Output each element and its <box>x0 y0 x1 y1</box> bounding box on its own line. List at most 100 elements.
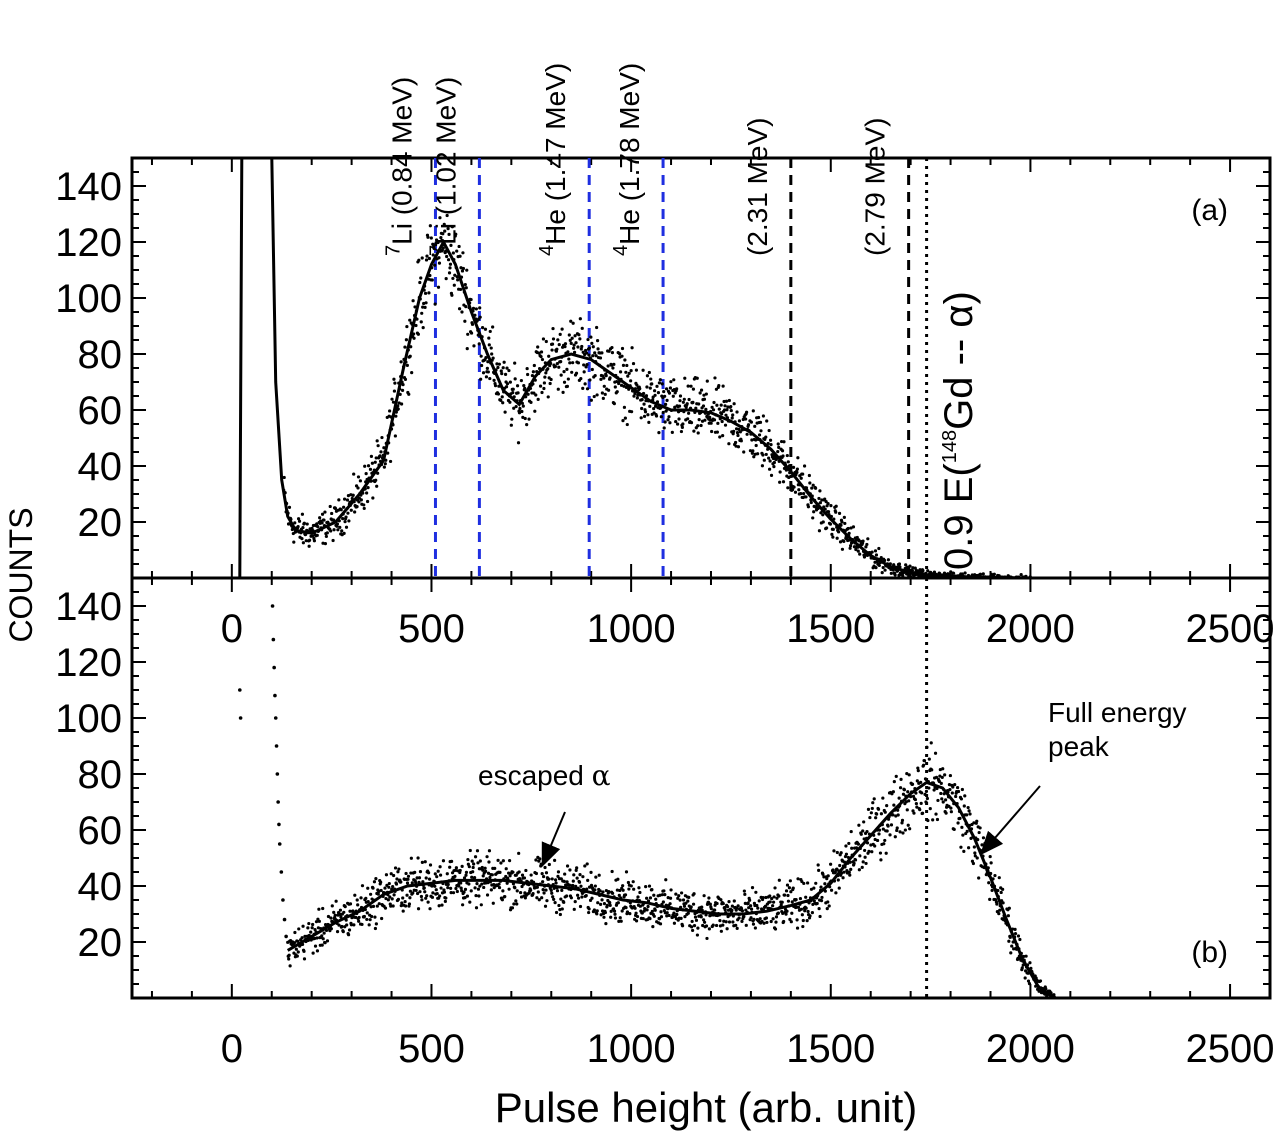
data-point <box>692 429 696 433</box>
data-point <box>553 901 557 905</box>
data-point <box>686 899 690 903</box>
panel-frame <box>130 576 1272 1000</box>
data-point <box>539 350 544 354</box>
data-point <box>366 886 370 890</box>
data-point <box>730 904 734 908</box>
data-point <box>321 906 325 911</box>
data-point <box>967 846 971 850</box>
data-point <box>472 344 476 348</box>
data-point <box>875 812 879 816</box>
data-point <box>936 798 940 803</box>
data-point <box>846 526 850 531</box>
data-point <box>852 545 857 549</box>
data-point <box>323 510 327 514</box>
data-point <box>500 371 504 376</box>
data-point <box>390 397 394 401</box>
data-point <box>587 910 591 915</box>
data-point <box>502 360 506 364</box>
data-point <box>437 261 442 265</box>
data-point <box>948 773 953 778</box>
data-point <box>379 880 383 884</box>
data-point <box>874 553 879 557</box>
data-point <box>517 851 521 855</box>
data-point <box>608 901 612 905</box>
data-point <box>752 917 756 921</box>
data-point <box>337 498 341 502</box>
data-point <box>478 306 482 310</box>
data-point <box>507 871 511 875</box>
data-point <box>875 838 880 843</box>
data-point <box>513 886 517 890</box>
data-point <box>694 406 698 410</box>
data-point <box>723 423 728 427</box>
data-point <box>516 391 520 395</box>
data-point <box>433 884 437 888</box>
data-point <box>431 891 435 895</box>
data-point <box>593 373 597 378</box>
data-point <box>520 409 524 414</box>
data-point <box>719 403 723 407</box>
data-point <box>540 872 544 876</box>
data-point <box>269 578 274 580</box>
data-point <box>828 522 833 526</box>
data-point <box>473 886 477 890</box>
data-point <box>476 887 481 891</box>
data-point <box>531 892 535 896</box>
data-point <box>428 863 433 867</box>
data-point <box>649 377 653 381</box>
data-point <box>421 326 425 330</box>
data-point <box>748 898 752 902</box>
data-point <box>765 419 769 423</box>
data-point <box>886 558 891 562</box>
data-point <box>527 417 531 421</box>
data-point <box>696 424 700 428</box>
y-tick-label: 60 <box>78 809 123 853</box>
data-point <box>490 873 494 877</box>
data-point <box>439 886 443 890</box>
data-point <box>436 285 441 289</box>
data-point <box>300 512 305 516</box>
data-point <box>530 373 535 378</box>
data-point <box>487 336 491 340</box>
data-point <box>513 361 517 365</box>
data-point <box>967 809 971 813</box>
data-point <box>789 920 793 924</box>
data-point <box>463 319 467 323</box>
data-point <box>444 277 448 281</box>
data-point <box>515 902 519 906</box>
data-point <box>325 939 330 943</box>
data-point <box>389 904 393 908</box>
data-point <box>321 937 325 941</box>
data-point <box>654 414 659 418</box>
data-point <box>468 900 472 904</box>
data-point <box>891 813 895 817</box>
data-point <box>988 854 992 859</box>
data-point <box>783 893 787 897</box>
data-point <box>814 881 818 885</box>
data-point <box>679 916 683 920</box>
data-point <box>810 486 814 490</box>
data-point <box>296 517 301 521</box>
data-point <box>713 376 717 380</box>
data-point <box>598 889 602 893</box>
data-point <box>695 376 699 380</box>
data-point <box>677 894 681 898</box>
data-point <box>823 497 827 501</box>
data-point <box>393 381 397 385</box>
data-point <box>764 916 769 920</box>
data-point <box>645 385 649 389</box>
data-point <box>1007 906 1011 910</box>
data-point <box>648 404 652 408</box>
data-point <box>532 363 536 368</box>
data-point <box>1006 914 1010 918</box>
data-point <box>550 348 554 352</box>
x-tick-label: 2500 <box>1186 607 1274 651</box>
data-point <box>691 387 696 391</box>
data-point <box>571 361 575 365</box>
data-point <box>724 920 728 924</box>
data-point <box>749 916 753 920</box>
data-point <box>832 849 836 853</box>
data-point <box>380 435 384 440</box>
data-point <box>408 896 412 900</box>
data-point <box>513 377 517 381</box>
